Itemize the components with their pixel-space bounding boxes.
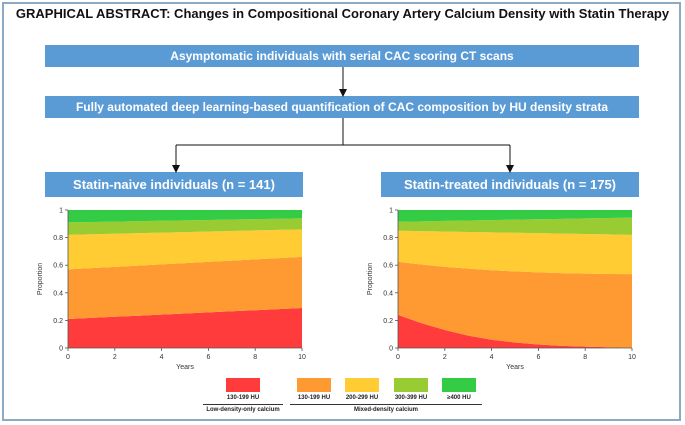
x-tick-label: 10	[298, 354, 306, 361]
page-title: GRAPHICAL ABSTRACT: Changes in Compositi…	[15, 6, 670, 21]
legend-label-low-130-199: 130-199 HU	[226, 395, 260, 401]
legend-swatch-mixed-300-399	[394, 378, 428, 392]
y-tick-label: 0.2	[383, 318, 393, 325]
area-mixed-130-199	[68, 256, 302, 320]
legend-swatch-mixed-400	[442, 378, 476, 392]
x-tick-label: 6	[536, 354, 540, 361]
y-tick-label: 1	[59, 208, 63, 215]
area-mixed-200-299	[398, 230, 632, 275]
y-tick-label: 0.2	[53, 318, 63, 325]
y-tick-label: 0	[59, 346, 63, 353]
y-tick-label: 0.6	[383, 263, 393, 270]
flow-right-group: Statin-treated individuals (n = 175)	[381, 172, 639, 197]
x-tick-label: 6	[206, 354, 210, 361]
abstract-frame	[2, 2, 681, 421]
x-tick-label: 4	[490, 354, 494, 361]
area-mixed-400	[398, 210, 632, 222]
y-axis-label: Proportion	[367, 263, 374, 295]
x-tick-label: 10	[628, 354, 636, 361]
x-axis-label: Years	[506, 364, 524, 371]
x-tick-label: 8	[253, 354, 257, 361]
x-axis-label: Years	[176, 364, 194, 371]
legend-label-mixed-400: ≥400 HU	[447, 395, 471, 401]
flow-step-1: Asymptomatic individuals with serial CAC…	[45, 45, 639, 67]
x-tick-label: 8	[583, 354, 587, 361]
legend-swatch-low-130-199	[226, 378, 260, 392]
x-tick-label: 2	[113, 354, 117, 361]
y-tick-label: 0	[389, 346, 393, 353]
legend-swatch-mixed-200-299	[345, 378, 379, 392]
legend-label-mixed-130-199: 130-199 HU	[297, 395, 331, 401]
x-tick-label: 2	[443, 354, 447, 361]
x-tick-label: 0	[396, 354, 400, 361]
x-tick-label: 0	[66, 354, 70, 361]
legend-group-line-mixed	[290, 404, 482, 405]
y-tick-label: 1	[389, 208, 393, 215]
y-tick-label: 0.4	[383, 290, 393, 297]
y-tick-label: 0.6	[53, 263, 63, 270]
area-low-130-199	[68, 307, 302, 348]
legend-group-line-low	[203, 404, 283, 405]
y-tick-label: 0.8	[53, 235, 63, 242]
y-axis-label: Proportion	[37, 263, 44, 295]
legend-swatch-mixed-130-199	[297, 378, 331, 392]
area-low-130-199	[398, 314, 632, 348]
flow-step-2: Fully automated deep learning-based quan…	[45, 96, 639, 118]
x-tick-label: 4	[160, 354, 164, 361]
legend-group-mixed: Mixed-density calcium	[353, 407, 419, 413]
y-tick-label: 0.4	[53, 290, 63, 297]
flow-left-group: Statin-naive individuals (n = 141)	[45, 172, 303, 197]
area-mixed-300-399	[68, 218, 302, 235]
area-mixed-300-399	[398, 217, 632, 235]
legend-group-low: Low-density-only calcium	[206, 407, 280, 413]
area-mixed-130-199	[398, 261, 632, 348]
area-mixed-200-299	[68, 229, 302, 270]
y-tick-label: 0.8	[383, 235, 393, 242]
legend-label-mixed-300-399: 300-399 HU	[394, 395, 428, 401]
legend-label-mixed-200-299: 200-299 HU	[345, 395, 379, 401]
